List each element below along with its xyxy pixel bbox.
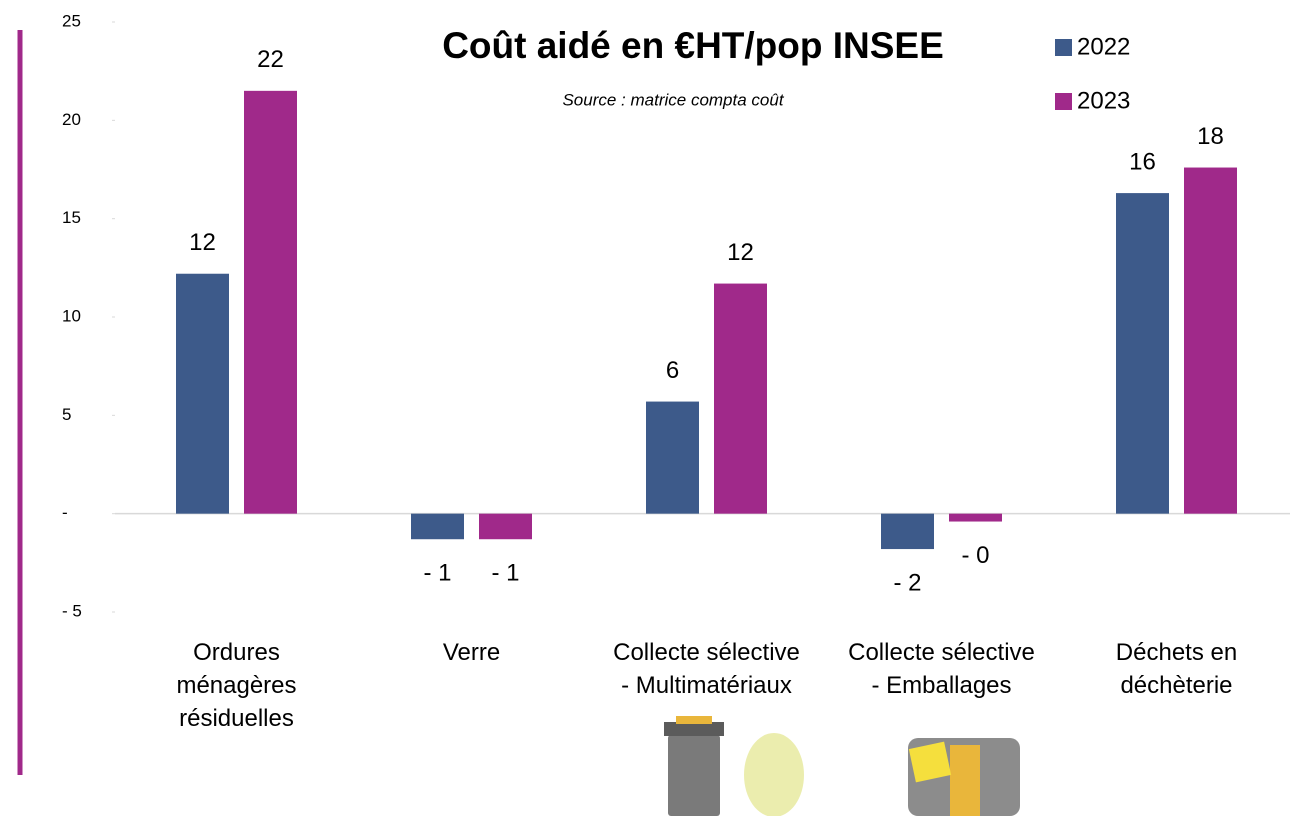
bin-illustration: [664, 716, 1020, 816]
data-label: 12: [727, 239, 754, 266]
legend-label: 2022: [1077, 33, 1130, 60]
data-label: - 2: [893, 569, 921, 596]
bar: [411, 513, 464, 540]
y-tick-label: 25: [62, 11, 81, 30]
data-label: 18: [1197, 123, 1224, 150]
y-tick-label: 20: [62, 110, 81, 129]
bar: [881, 513, 934, 550]
bar: [1184, 167, 1237, 514]
data-label: - 1: [423, 560, 451, 587]
chart-subtitle: Source : matrice compta coût: [562, 90, 784, 109]
y-tick-label: 5: [62, 405, 71, 424]
bar: [949, 513, 1002, 522]
data-label: 6: [666, 357, 679, 384]
y-tick-label: -: [62, 503, 68, 522]
x-tick-label: Ordures ménagères résiduelles: [176, 639, 297, 732]
y-tick-label: - 5: [62, 601, 82, 620]
y-tick-label: 10: [62, 306, 81, 325]
x-tick-label: Déchets en déchèterie: [1115, 639, 1238, 699]
data-label: - 1: [491, 560, 519, 587]
bar: [714, 283, 767, 514]
bar: [646, 401, 699, 514]
data-label: - 0: [961, 542, 989, 569]
legend-swatch: [1055, 93, 1072, 110]
legend-swatch: [1055, 39, 1072, 56]
x-tick-label: Collecte sélective - Multimatériaux: [613, 639, 800, 699]
bar: [479, 513, 532, 540]
chart-title: Coût aidé en €HT/pop INSEE: [442, 25, 944, 66]
data-label: 16: [1129, 148, 1156, 175]
x-tick-label: Verre: [442, 639, 501, 666]
data-label: 22: [257, 46, 284, 73]
bar: [244, 90, 297, 514]
bar: [176, 273, 229, 514]
x-tick-label: Collecte sélective - Emballages: [848, 639, 1035, 699]
y-tick-label: 15: [62, 208, 81, 227]
data-label: 12: [189, 229, 216, 256]
legend-label: 2023: [1077, 87, 1130, 114]
bar: [1116, 193, 1169, 514]
